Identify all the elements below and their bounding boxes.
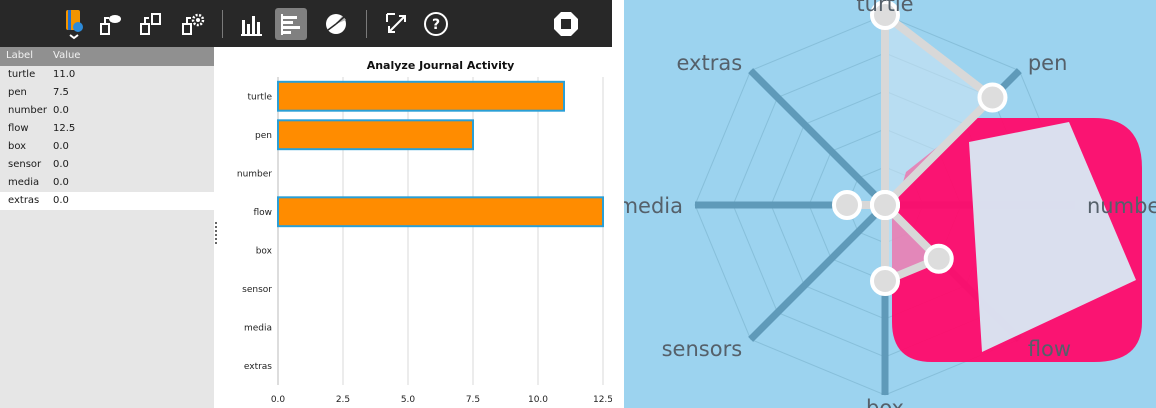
radar-axis-label: sensors (662, 337, 743, 361)
bar-chart: Analyze Journal Activity 0.0 2.5 5.0 7.5 10.0… (237, 59, 612, 405)
column-header-value[interactable]: Value (53, 50, 81, 61)
x-tick-label: 10.0 (528, 395, 548, 405)
row-label: turtle (8, 69, 36, 80)
chart-title: Analyze Journal Activity (367, 59, 515, 72)
y-tick-label: extras (244, 362, 272, 372)
share-settings-button[interactable] (176, 8, 208, 40)
data-table: Label Value turtle 11.0 pen 7.5 number 0.0 flo… (0, 47, 214, 408)
row-label: extras (8, 195, 40, 206)
radar-spoke (748, 68, 888, 208)
journal-activity-icon (66, 10, 83, 40)
bar-turtle[interactable] (277, 80, 565, 112)
share-icon (100, 15, 121, 35)
radar-point-flow[interactable] (923, 243, 954, 274)
row-value: 0.0 (53, 159, 69, 170)
row-value: 0.0 (53, 195, 69, 206)
bar-chart-area: Analyze Journal Activity 0.0 2.5 5.0 7.5 10.0… (218, 47, 612, 408)
table-row[interactable]: number 0.0 (0, 102, 214, 120)
pale-rectangle-shape (969, 122, 1136, 352)
row-label: sensor (8, 159, 42, 170)
radar-spoke (748, 202, 888, 342)
x-tick-label: 12.5 (593, 395, 612, 405)
row-value: 0.0 (53, 105, 69, 116)
table-row[interactable]: flow 12.5 (0, 120, 214, 138)
radar-axis-label: number (1087, 194, 1156, 218)
table-row[interactable]: sensor 0.0 (0, 156, 214, 174)
bar-pen[interactable] (277, 119, 474, 151)
journal-analysis-app: ? Label Value turtle 11.0 pen 7.5 number 0.0 f… (0, 0, 612, 408)
x-tick-label: 5.0 (401, 395, 416, 405)
radar-point-extras[interactable] (870, 190, 900, 220)
table-row[interactable]: box 0.0 (0, 138, 214, 156)
y-tick-label: pen (255, 131, 272, 141)
row-value: 7.5 (53, 87, 69, 98)
share-chat-button[interactable] (134, 8, 166, 40)
radar-axis-label: flow (1028, 337, 1071, 361)
radar-point-box[interactable] (870, 266, 900, 296)
horizontal-bars-button[interactable] (275, 8, 307, 40)
share-chat-icon (140, 13, 161, 35)
row-label: number (8, 105, 48, 116)
vertical-bars-icon (241, 16, 262, 36)
row-label: flow (8, 123, 29, 134)
row-label: box (8, 141, 27, 152)
radar-point-pen[interactable] (977, 82, 1008, 113)
vertical-bars-button[interactable] (236, 8, 268, 40)
x-tick-label: 2.5 (336, 395, 350, 405)
row-label: pen (8, 87, 27, 98)
toolbar-separator (366, 10, 367, 38)
table-row[interactable]: extras 0.0 (0, 192, 214, 210)
table-row[interactable]: media 0.0 (0, 174, 214, 192)
row-value: 12.5 (53, 123, 76, 134)
radar-axis-label: turtle (856, 0, 913, 16)
stop-icon (554, 12, 578, 36)
help-button[interactable]: ? (420, 8, 452, 40)
svg-text:?: ? (432, 17, 440, 33)
stop-button[interactable] (550, 8, 582, 40)
toolbar-separator (222, 10, 223, 38)
radar-chart: turtle pen number flow box sensors media extras (624, 0, 1156, 408)
radar-axis-label: pen (1028, 51, 1068, 75)
radar-point-media[interactable] (832, 190, 862, 220)
pie-chart-icon (326, 14, 346, 34)
radar-axis-label: extras (677, 51, 743, 75)
y-tick-label: turtle (248, 92, 273, 102)
toolbar: ? (0, 0, 612, 47)
radar-axis-label: media (624, 194, 683, 218)
table-row[interactable]: turtle 11.0 (0, 66, 214, 84)
column-header-label[interactable]: Label (6, 50, 33, 61)
horizontal-bars-icon (281, 14, 300, 35)
table-header: Label Value (0, 47, 214, 66)
x-tick-label: 0.0 (271, 395, 286, 405)
bar-flow[interactable] (277, 196, 604, 228)
splitter-grip-icon[interactable] (215, 222, 217, 244)
row-label: media (8, 177, 40, 188)
row-value: 11.0 (53, 69, 76, 80)
y-tick-label: media (244, 323, 272, 333)
fullscreen-icon (386, 13, 407, 33)
pie-chart-button[interactable] (320, 8, 352, 40)
share-button[interactable] (94, 8, 126, 40)
radar-axis-label: box (866, 396, 904, 408)
y-tick-label: box (256, 246, 273, 256)
x-tick-label: 7.5 (466, 395, 480, 405)
row-value: 0.0 (53, 177, 69, 188)
fullscreen-button[interactable] (381, 8, 413, 40)
radar-point-turtle[interactable] (870, 0, 900, 30)
journal-activity-button[interactable] (58, 8, 90, 40)
table-row[interactable]: pen 7.5 (0, 84, 214, 102)
row-value: 0.0 (53, 141, 69, 152)
y-tick-label: sensor (242, 285, 272, 295)
help-icon: ? (424, 12, 448, 36)
radar-chart-panel: turtle pen number flow box sensors media extras (624, 0, 1156, 408)
y-tick-label: number (237, 169, 272, 179)
share-settings-icon (182, 13, 205, 35)
y-tick-label: flow (253, 208, 272, 218)
